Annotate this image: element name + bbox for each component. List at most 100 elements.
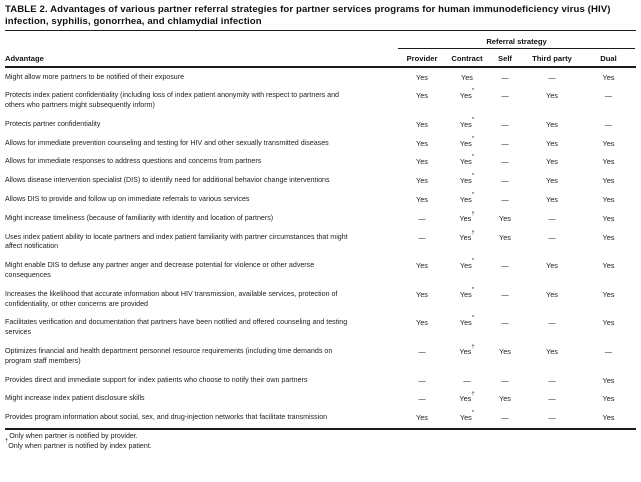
column-header-row: Advantage Provider Contract Self Third p… [5, 50, 636, 67]
column-header-self: Self [498, 54, 512, 63]
strategy-value-cell: Yes* [459, 116, 475, 129]
strategy-value-cell: Yes† [459, 344, 475, 357]
table-row: Allows disease intervention specialist (… [5, 172, 636, 191]
strategy-value-cell: — [501, 119, 509, 129]
strategy-value-cell: Yes [499, 232, 511, 242]
advantage-cell: Allows for immediate prevention counseli… [5, 138, 329, 147]
footnote-marker: † [471, 210, 475, 217]
strategy-value-cell: — [548, 72, 556, 82]
footnote-marker: * [471, 315, 475, 322]
strategy-value-cell: Yes* [459, 173, 475, 186]
advantage-cell: Might increase timeliness (because of fa… [5, 213, 274, 222]
table-row: Allows for immediate prevention counseli… [5, 134, 636, 153]
advantage-cell: Uses index patient ability to locate par… [5, 232, 348, 251]
dagger-marker: † [5, 437, 9, 444]
strategy-value-cell: — [418, 394, 426, 404]
advantage-cell: Increases the likelihood that accurate i… [5, 289, 338, 308]
advantage-cell: Provides direct and immediate support fo… [5, 375, 308, 384]
advantage-cell: Provides program information about socia… [5, 413, 328, 422]
group-header-label: Referral strategy [398, 37, 636, 49]
strategy-value-cell: Yes [602, 232, 615, 242]
footnotes: * Only when partner is notified by provi… [5, 428, 636, 452]
strategy-value-cell: — [501, 138, 509, 148]
strategy-value-cell: — [501, 261, 509, 271]
column-header-contract: Contract [451, 54, 483, 63]
table-title: TABLE 2. Advantages of various partner r… [5, 4, 611, 27]
strategy-value-cell: Yes [602, 138, 615, 148]
strategy-value-cell: — [501, 318, 509, 328]
table-row: Increases the likelihood that accurate i… [5, 285, 636, 314]
advantage-cell: Might enable DIS to defuse any partner a… [5, 261, 315, 280]
strategy-value-cell: Yes [602, 413, 615, 423]
strategy-value-cell: Yes [416, 289, 428, 299]
footnote-marker: * [471, 116, 475, 123]
strategy-value-cell: Yes [546, 138, 558, 148]
strategy-value-cell: — [604, 347, 613, 357]
strategy-value-cell: — [548, 413, 556, 423]
table-row: Might allow more partners to be notified… [5, 67, 636, 87]
strategy-value-cell: Yes [602, 261, 615, 271]
table-row: Allows for immediate responses to addres… [5, 153, 636, 172]
strategy-value-cell: — [501, 72, 509, 82]
strategy-value-cell: Yes [416, 261, 428, 271]
strategy-value-cell: Yes [602, 394, 615, 404]
column-header-provider: Provider [406, 54, 438, 63]
referral-strategies-table: Referral strategy Advantage Provider Con… [5, 31, 637, 430]
strategy-value-cell: Yes† [459, 229, 475, 242]
strategy-value-cell: Yes* [459, 258, 475, 271]
table-row: Provides direct and immediate support fo… [5, 371, 636, 390]
strategy-value-cell: Yes* [459, 88, 475, 101]
advantage-cell: Allows for immediate responses to addres… [5, 157, 262, 166]
strategy-value-cell: — [501, 195, 509, 205]
strategy-value-cell: Yes [416, 413, 428, 423]
strategy-value-cell: Yes [416, 318, 428, 328]
strategy-value-cell: Yes [546, 261, 558, 271]
title-rule [5, 30, 636, 31]
strategy-value-cell: Yes [499, 394, 511, 404]
strategy-value-cell: Yes [546, 176, 558, 186]
strategy-value-cell: — [548, 394, 556, 404]
table-row: Provides program information about socia… [5, 409, 636, 429]
strategy-value-cell: Yes* [459, 154, 475, 167]
strategy-value-cell: — [501, 176, 509, 186]
strategy-value-cell: Yes [546, 195, 558, 205]
strategy-value-cell: — [418, 232, 426, 242]
footnote-provider-text: Only when partner is notified by provide… [7, 432, 138, 441]
strategy-value-cell: — [604, 119, 613, 129]
table-row: Allows DIS to provide and follow up on i… [5, 191, 636, 210]
strategy-value-cell: — [463, 375, 471, 385]
footnote-marker: * [471, 286, 475, 293]
strategy-value-cell: — [548, 232, 556, 242]
strategy-value-cell: Yes* [459, 410, 475, 423]
table-row: Uses index patient ability to locate par… [5, 228, 636, 257]
strategy-value-cell: Yes [602, 157, 615, 167]
table-row: Optimizes financial and health departmen… [5, 343, 636, 372]
strategy-value-cell: Yes [416, 176, 428, 186]
strategy-value-cell: Yes [546, 157, 558, 167]
advantage-cell: Protects partner confidentiality [5, 119, 101, 128]
table-row: Might increase index patient disclosure … [5, 390, 636, 409]
strategy-value-cell: Yes* [459, 192, 475, 205]
strategy-value-cell: Yes [602, 318, 615, 328]
strategy-value-cell: Yes [499, 213, 511, 223]
strategy-value-cell: Yes [416, 91, 428, 101]
advantage-cell: Facilitates verification and documentati… [5, 318, 348, 337]
strategy-value-cell: Yes [602, 176, 615, 186]
advantage-cell: Optimizes financial and health departmen… [5, 347, 333, 365]
strategy-value-cell: Yes* [459, 135, 475, 148]
footnote-marker: * [471, 135, 475, 142]
footnote-marker: * [471, 258, 475, 265]
strategy-value-cell: Yes† [459, 210, 475, 223]
footnote-marker: * [471, 173, 475, 180]
strategy-value-cell: Yes [602, 375, 615, 385]
strategy-value-cell: Yes [416, 72, 428, 82]
table-row: Protects partner confidentiality Yes Yes* —… [5, 115, 636, 134]
group-header: Referral strategy [397, 31, 636, 50]
strategy-value-cell: Yes [416, 138, 428, 148]
page: TABLE 2. Advantages of various partner r… [5, 4, 637, 452]
strategy-value-cell: — [501, 91, 509, 101]
table-row: Facilitates verification and documentati… [5, 314, 636, 343]
strategy-value-cell: Yes [602, 213, 615, 223]
footnote-marker: * [471, 154, 475, 161]
strategy-value-cell: — [418, 375, 426, 385]
